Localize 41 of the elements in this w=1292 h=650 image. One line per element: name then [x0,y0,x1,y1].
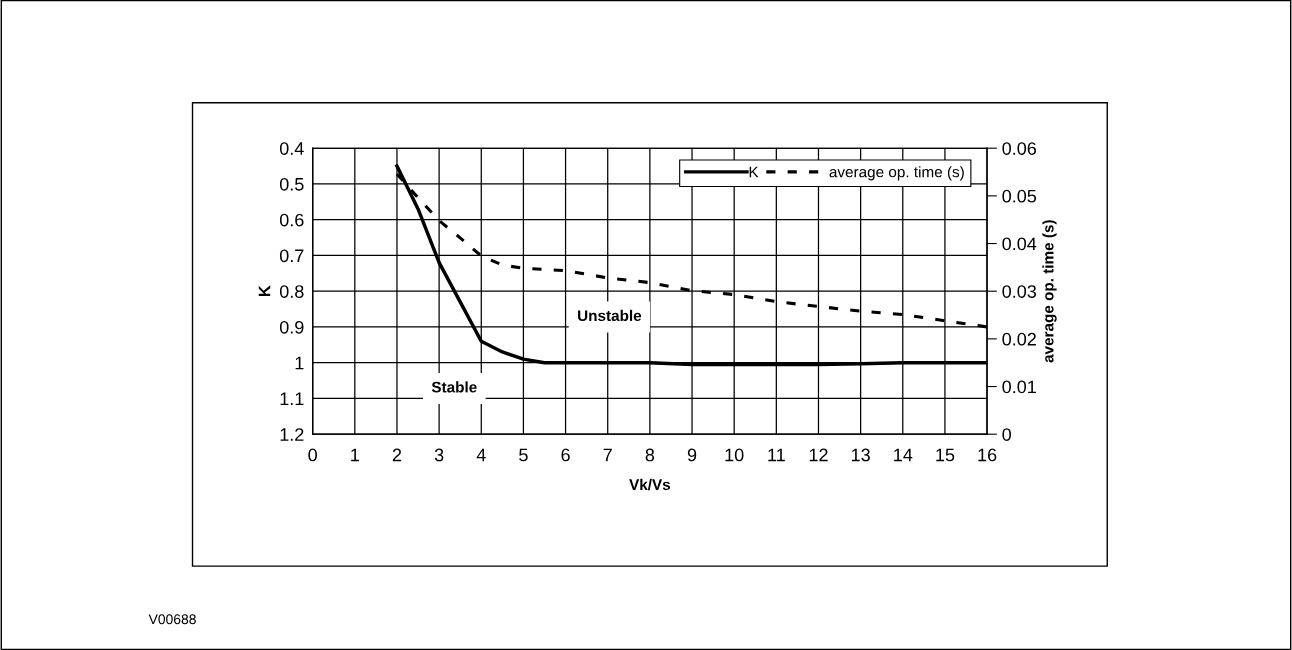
x-tick-label: 0 [308,448,317,462]
y-tick-label: 1.2 [280,428,304,441]
x-tick-label: 7 [603,448,612,462]
y2-axis-title: average op. time (s) [1042,220,1057,363]
y2-tick-label: 0.05 [1002,189,1037,203]
y2-tick-label: 0.06 [1002,142,1037,155]
y-tick-label: 0.9 [279,320,304,334]
y-axis-title: K [258,285,271,297]
x-tick-label: 13 [851,448,870,462]
x-tick-label: 2 [392,448,402,462]
x-tick-label: 9 [687,448,697,462]
annotation: Unstable [578,309,642,322]
x-tick-label: 12 [809,448,828,462]
y2-tick-label: 0.03 [1002,285,1037,298]
y2-tick-label: 0.04 [1002,237,1037,251]
y-tick-label: 0.6 [279,213,304,227]
y-tick-label: 0.4 [279,142,304,155]
x-tick-label: 5 [519,448,528,462]
x-tick-label: 3 [434,448,444,462]
x-tick-label: 8 [645,448,655,462]
y-tick-label: 0.8 [279,285,304,298]
x-tick-label: 11 [768,448,785,462]
x-tick-label: 16 [978,448,997,462]
x-tick-label: 10 [725,448,744,462]
x-tick-label: 6 [561,448,570,462]
y-tick-label: 0.7 [279,249,304,263]
y-tick-label: 1.1 [280,392,304,405]
y2-tick-label: 0.01 [1002,380,1036,394]
legend-label: average op. time (s) [829,166,964,181]
y-tick-label: 1 [295,356,304,370]
x-tick-label: 4 [476,448,486,462]
x-tick-label: 1 [351,448,359,462]
text: V00688 [148,614,196,625]
annotation: Stable [431,381,477,393]
x-tick-label: 14 [894,448,913,462]
y2-tick-label: 0.02 [1002,332,1036,346]
x-axis-title: Vk/Vs [629,478,671,491]
x-tick-label: 15 [936,448,955,462]
y-tick-label: 0.5 [279,177,304,191]
y2-tick-label: 0 [1002,428,1012,441]
legend-label: K [749,166,759,178]
